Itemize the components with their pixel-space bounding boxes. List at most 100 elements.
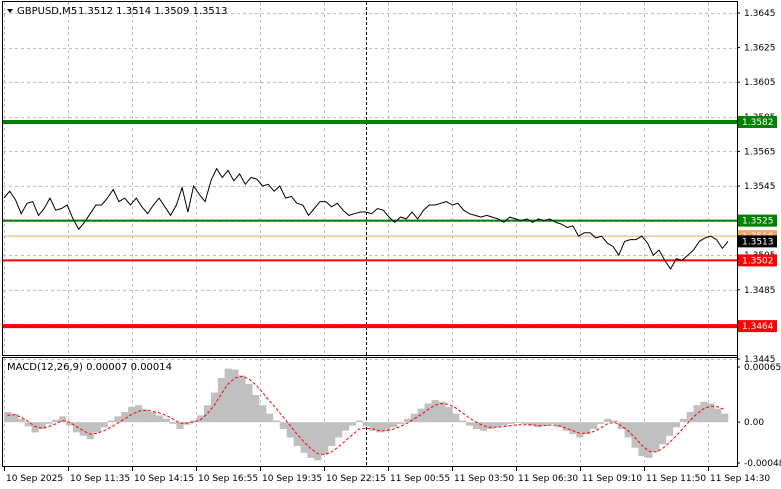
level-tag-label: 1.3502: [742, 256, 774, 266]
macd-bar: [645, 422, 653, 458]
macd-bar: [452, 413, 460, 423]
macd-bar: [576, 422, 584, 438]
macd-bar: [52, 419, 60, 423]
macd-bar: [210, 392, 219, 423]
level-tag-label: 1.3464: [742, 322, 774, 332]
macd-bar: [569, 422, 577, 435]
macd-bar: [176, 422, 184, 429]
macd-bar: [624, 422, 632, 438]
macd-bar: [514, 422, 522, 423]
symbol-label: GBPUSD,M5: [17, 6, 77, 17]
macd-signal-line: [7, 375, 725, 456]
macd-bar: [652, 422, 660, 452]
macd-bar: [169, 422, 177, 424]
macd-bar: [631, 422, 639, 448]
macd-bar: [266, 413, 274, 423]
macd-bar: [438, 401, 446, 423]
level-tag: [738, 320, 777, 333]
macd-panel-frame[interactable]: [2, 357, 738, 467]
macd-bar: [204, 405, 212, 423]
time-tick-label: 10 Sep 22:15: [326, 474, 386, 484]
macd-bar: [66, 422, 74, 426]
price-series-line: [3, 167, 729, 270]
macd-bar: [479, 422, 487, 431]
macd-bar: [665, 422, 674, 436]
macd-bar: [4, 412, 12, 423]
time-tick-label: 11 Sep 09:10: [582, 474, 642, 484]
macd-label: MACD(12,26,9) 0.00007 0.00014: [7, 362, 172, 373]
macd-bar: [59, 416, 67, 423]
macd-bar: [376, 422, 384, 433]
macd-bar: [107, 420, 115, 423]
macd-bar: [403, 418, 412, 423]
macd-bar: [445, 406, 453, 423]
macd-histogram: [4, 368, 729, 461]
macd-bar: [321, 422, 329, 455]
macd-bar: [693, 405, 701, 423]
macd-bar: [562, 422, 570, 431]
macd-bar: [307, 422, 315, 458]
macd-bar: [686, 412, 694, 423]
level-tag-label: 1.3582: [742, 118, 774, 128]
macd-bar: [335, 422, 343, 438]
time-axis: 10 Sep 2025 10 Sep 11:35 10 Sep 14:15 10 Se…: [4, 467, 770, 484]
main-chart-frame[interactable]: [2, 1, 738, 356]
current-price-tag: [738, 235, 777, 248]
time-tick-label: 10 Sep 11:35: [70, 474, 130, 484]
time-tick-label: 10 Sep 16:55: [198, 474, 258, 484]
macd-bar: [541, 422, 549, 426]
macd-bar: [507, 422, 515, 424]
macd-bar: [79, 422, 87, 436]
macd-bar: [217, 378, 225, 423]
macd-bar: [148, 412, 156, 423]
macd-bar: [141, 409, 150, 423]
macd-bar: [528, 422, 536, 426]
macd-bar: [31, 422, 39, 433]
macd-bar: [521, 422, 529, 424]
macd-bar: [314, 422, 322, 461]
macd-bar: [231, 369, 239, 423]
time-tick-label: 11 Sep 00:55: [390, 474, 450, 484]
macd-bar: [38, 422, 46, 429]
macd-bar: [272, 420, 281, 423]
macd-bar: [424, 403, 432, 423]
macd-axis-ticks: 0.00065 0.00 -0.00048: [737, 363, 781, 469]
macd-bar: [355, 420, 363, 423]
macd-bar: [679, 418, 687, 423]
macd-bar: [224, 368, 232, 423]
macd-bar: [610, 420, 618, 423]
macd-bar: [500, 422, 508, 426]
level-tag: [738, 214, 777, 227]
macd-bar: [672, 422, 680, 428]
macd-bar: [114, 416, 122, 423]
macd-bar: [383, 422, 391, 431]
level-tag: [738, 115, 777, 128]
macd-bar: [397, 422, 405, 424]
price-tick-label: 1.3645: [744, 9, 776, 19]
macd-bar: [17, 418, 25, 423]
current-price-label: 1.3513: [742, 237, 774, 247]
price-tick-label: 1.3545: [744, 182, 776, 192]
macd-bar: [548, 422, 556, 424]
macd-tick-label: -0.00048: [744, 459, 781, 469]
price-tick-label: 1.3445: [744, 355, 776, 365]
macd-bar: [293, 422, 301, 446]
level-tag: [738, 254, 777, 267]
dropdown-triangle-icon[interactable]: [7, 9, 13, 13]
macd-bar: [466, 422, 474, 426]
macd-bar: [362, 422, 370, 427]
macd-bar: [721, 413, 729, 423]
macd-bar: [121, 412, 129, 423]
macd-bar: [245, 384, 253, 423]
macd-bar: [252, 395, 260, 423]
macd-bar: [417, 408, 425, 423]
macd-bar: [707, 403, 715, 423]
macd-bar: [86, 422, 94, 440]
macd-bar: [603, 418, 612, 423]
time-tick-label: 11 Sep 14:30: [710, 474, 770, 484]
price-line: [3, 167, 729, 270]
macd-bar: [390, 422, 398, 428]
time-tick-label: 10 Sep 2025: [6, 474, 63, 484]
macd-bar: [493, 422, 501, 428]
